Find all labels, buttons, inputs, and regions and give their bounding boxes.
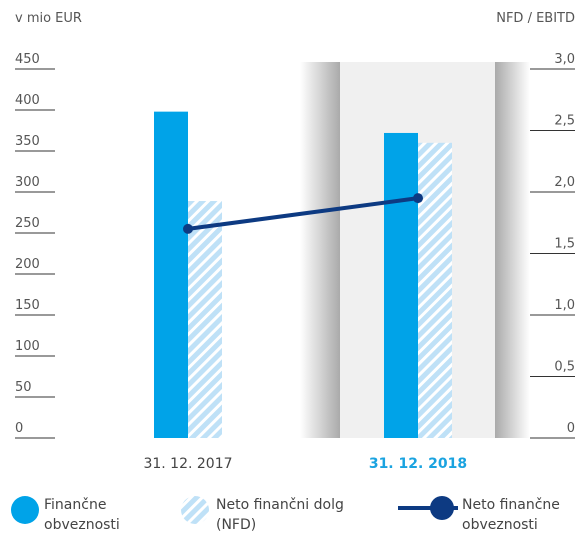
legend-label: Neto finančni dolg (NFD) (216, 497, 344, 533)
legend-item: Finančne obveznosti (10, 495, 154, 535)
line (187, 196, 419, 231)
y2-tick-label: 3,0 (554, 52, 575, 67)
y2-tick-label: 0 (567, 421, 575, 436)
legend-item: Neto finančne obveznosti (398, 495, 572, 535)
legend-swatch (11, 496, 39, 524)
y-tick-label: 100 (15, 339, 40, 354)
legend-item: Neto finančni dolg (NFD) (180, 495, 346, 535)
bar (188, 201, 222, 438)
x-tick-label: 31. 12. 2018 (369, 456, 467, 472)
line-point (413, 193, 423, 204)
y-tick-label: 0 (15, 421, 23, 436)
y2-tick-label: 1,5 (554, 237, 575, 252)
y-axis-label: v mio EUR (15, 11, 82, 26)
y2-tick-label: 0,5 (554, 360, 575, 375)
bar (154, 111, 188, 438)
bar (418, 142, 452, 439)
y2-tick-label: 1,0 (554, 298, 575, 313)
y2-tick-label: 2,0 (554, 175, 575, 190)
x-tick-label: 31. 12. 2017 (143, 456, 232, 472)
y-tick-label: 300 (15, 175, 40, 190)
y-tick-label: 250 (15, 216, 40, 231)
y-tick-label: 450 (15, 52, 40, 67)
y-tick-label: 50 (15, 380, 32, 395)
bar (384, 132, 418, 438)
y2-tick-label: 2,5 (554, 114, 575, 129)
band-shadow (300, 62, 340, 438)
line-point (183, 223, 193, 234)
band-shadow (495, 62, 530, 438)
y2-axis-label: NFD / EBITD (496, 11, 575, 26)
y-tick-label: 350 (15, 134, 40, 149)
y-tick-label: 150 (15, 298, 40, 313)
chart: v mio EUR NFD / EBITD 0 50 100 150 200 250 300… (15, 11, 575, 472)
legend-label: Finančne obveznosti (44, 497, 120, 533)
legend-label: Neto finančne obveznosti (462, 497, 560, 533)
legend-swatch (181, 496, 209, 524)
y-tick-label: 400 (15, 93, 40, 108)
legend-swatch (398, 496, 458, 520)
y-tick-label: 200 (15, 257, 40, 272)
